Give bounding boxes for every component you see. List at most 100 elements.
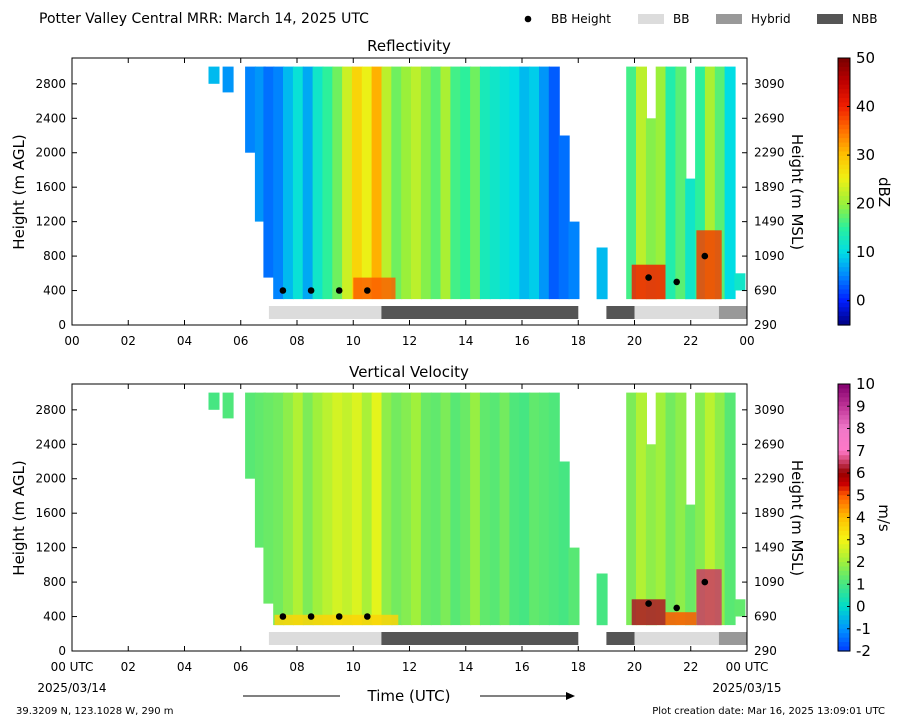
enhancement-band bbox=[665, 612, 697, 626]
bb-height-marker bbox=[364, 613, 371, 620]
legend: BB Height BB Hybrid NBB bbox=[524, 12, 877, 26]
colorbar-segment bbox=[838, 164, 850, 170]
colorbar-tick-label: 10 bbox=[856, 243, 875, 261]
y-tick-label: 800 bbox=[43, 575, 66, 589]
colorbar-segment bbox=[838, 293, 850, 299]
colorbar-segment bbox=[838, 490, 850, 496]
y2-tick-label: 1090 bbox=[754, 575, 785, 589]
echo-column bbox=[222, 66, 234, 93]
panel-title-reflectivity: Reflectivity bbox=[367, 37, 451, 55]
colorbar-segment bbox=[838, 562, 850, 568]
enhancement-band bbox=[696, 230, 722, 300]
colorbar-segment bbox=[838, 415, 850, 421]
colorbar-tick-label: 0 bbox=[856, 598, 866, 616]
x-tick-label: 04 bbox=[177, 660, 192, 674]
echo-column bbox=[322, 392, 334, 626]
echo-column bbox=[208, 66, 220, 84]
bb-height-marker bbox=[307, 287, 315, 294]
colorbar-segment bbox=[838, 307, 850, 313]
y2-tick-label: 3090 bbox=[754, 77, 785, 91]
x-tick-label: 00 UTC bbox=[51, 660, 94, 674]
colorbar-segment bbox=[838, 71, 850, 77]
colorbar-segment bbox=[838, 316, 850, 322]
colorbar-tick-label: 40 bbox=[856, 98, 875, 116]
colorbar-label-ms: m/s bbox=[875, 504, 893, 532]
echo-column bbox=[322, 66, 334, 300]
y2-tick-label: 2690 bbox=[754, 111, 785, 125]
x-tick-label: 12 bbox=[402, 334, 417, 348]
colorbar-segment bbox=[838, 468, 850, 474]
colorbar-segment bbox=[838, 147, 850, 153]
echo-column bbox=[222, 392, 234, 419]
colorbar-tick-label: -2 bbox=[856, 642, 871, 660]
echo-column bbox=[685, 178, 697, 300]
colorbar-tick-label: 5 bbox=[856, 486, 866, 504]
bb-height-marker bbox=[364, 287, 371, 294]
echo-column bbox=[302, 66, 314, 300]
station-location: 39.3209 N, 123.1028 W, 290 m bbox=[16, 706, 174, 717]
colorbar-segment bbox=[838, 173, 850, 179]
echo-column bbox=[626, 66, 638, 300]
colorbar-segment bbox=[838, 610, 850, 616]
colorbar-segment bbox=[838, 106, 850, 112]
bb-type-bar-bb bbox=[634, 306, 719, 319]
echo-column bbox=[273, 66, 285, 300]
colorbar-tick-label: 8 bbox=[856, 420, 866, 438]
legend-swatch-bb bbox=[638, 14, 664, 24]
bb-height-marker bbox=[673, 604, 680, 612]
colorbar-segment bbox=[838, 115, 850, 121]
echo-column bbox=[460, 66, 472, 300]
colorbar-segment bbox=[838, 455, 850, 461]
x-tick-label: 08 bbox=[289, 334, 304, 348]
x-tick-label: 08 bbox=[289, 660, 304, 674]
y2-tick-label: 2690 bbox=[754, 437, 785, 451]
x-tick-label: 06 bbox=[233, 660, 248, 674]
colorbar-segment bbox=[838, 320, 850, 326]
bb-height-marker bbox=[701, 578, 709, 586]
colorbar-segment bbox=[838, 218, 850, 224]
colorbar-segment bbox=[838, 441, 850, 447]
bb-height-marker bbox=[673, 278, 680, 286]
panel-title-vertical-velocity: Vertical Velocity bbox=[349, 363, 469, 381]
y-tick-label: 0 bbox=[58, 318, 66, 332]
colorbar-segment bbox=[838, 213, 850, 219]
bb-height-marker bbox=[645, 274, 652, 281]
colorbar-segment bbox=[838, 178, 850, 184]
echo-column bbox=[568, 221, 580, 300]
echo-column bbox=[596, 247, 608, 300]
colorbar-segment bbox=[838, 280, 850, 286]
y-tick-label: 1600 bbox=[35, 180, 66, 194]
echo-column bbox=[273, 392, 285, 626]
echo-column bbox=[283, 392, 294, 626]
colorbar-segment bbox=[838, 98, 850, 104]
echo-column bbox=[411, 66, 422, 300]
colorbar-segment bbox=[838, 459, 850, 465]
echo-column bbox=[479, 66, 491, 300]
colorbar-segment bbox=[838, 473, 850, 479]
x-tick-label: 20 bbox=[627, 660, 642, 674]
echo-column bbox=[645, 118, 657, 300]
bb-height-marker bbox=[307, 613, 315, 620]
colorbar-tick-label: 30 bbox=[856, 146, 875, 164]
echo-column bbox=[254, 66, 266, 222]
echo-column bbox=[479, 392, 491, 626]
echo-column bbox=[645, 444, 657, 626]
echo-column bbox=[381, 392, 393, 626]
colorbar-segment bbox=[838, 464, 850, 470]
colorbar-segment bbox=[838, 406, 850, 412]
enhancement-band bbox=[631, 264, 666, 300]
colorbar-segment bbox=[838, 80, 850, 86]
time-arrow-head bbox=[566, 692, 575, 700]
bb-height-marker bbox=[701, 252, 709, 260]
echo-column bbox=[548, 392, 560, 626]
colorbar-tick-label: 1 bbox=[856, 575, 866, 593]
legend-label-nbb: NBB bbox=[852, 12, 877, 26]
colorbar-segment bbox=[838, 75, 850, 81]
colorbar-segment bbox=[838, 89, 850, 95]
colorbar-segment bbox=[838, 597, 850, 603]
y2-tick-label: 1890 bbox=[754, 506, 785, 520]
plot-creation-date: Plot creation date: Mar 16, 2025 13:09:0… bbox=[652, 706, 885, 717]
echo-column bbox=[391, 392, 403, 626]
y2-tick-label: 1890 bbox=[754, 180, 785, 194]
legend-label-bb-height: BB Height bbox=[551, 12, 611, 26]
